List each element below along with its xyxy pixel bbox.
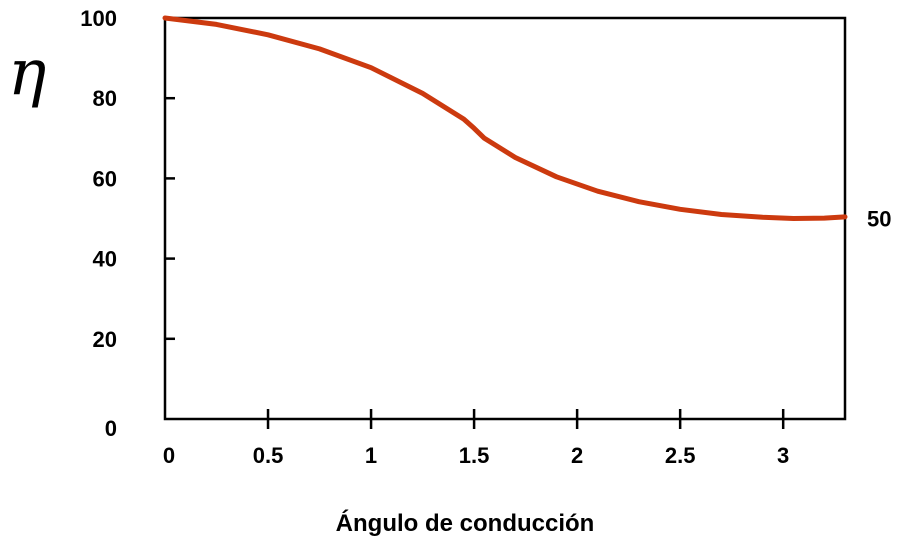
y-axis-title: η [8, 36, 46, 110]
x-axis-title: Ángulo de conducción [336, 509, 595, 537]
annotation-label: 50 [867, 207, 891, 232]
y-tick-label: 0 [105, 416, 117, 441]
x-tick-label: 3 [777, 443, 789, 468]
x-tick-label: 2 [571, 443, 583, 468]
x-tick-label: 1 [365, 443, 377, 468]
y-tick-label: 60 [93, 166, 117, 191]
x-tick-label: 2.5 [665, 443, 696, 468]
y-tick-label: 80 [93, 86, 117, 111]
y-axis-ticks: 0 20 40 60 80 100 [80, 6, 175, 441]
x-tick-label: 1.5 [459, 443, 490, 468]
x-tick-label: 0 [163, 443, 175, 468]
efficiency-curve [165, 18, 845, 219]
x-tick-label: 0.5 [253, 443, 284, 468]
y-tick-label: 100 [80, 6, 117, 31]
plot-frame [165, 18, 845, 419]
y-tick-label: 40 [93, 247, 117, 272]
series-layer [165, 18, 845, 219]
y-tick-label: 20 [93, 327, 117, 352]
